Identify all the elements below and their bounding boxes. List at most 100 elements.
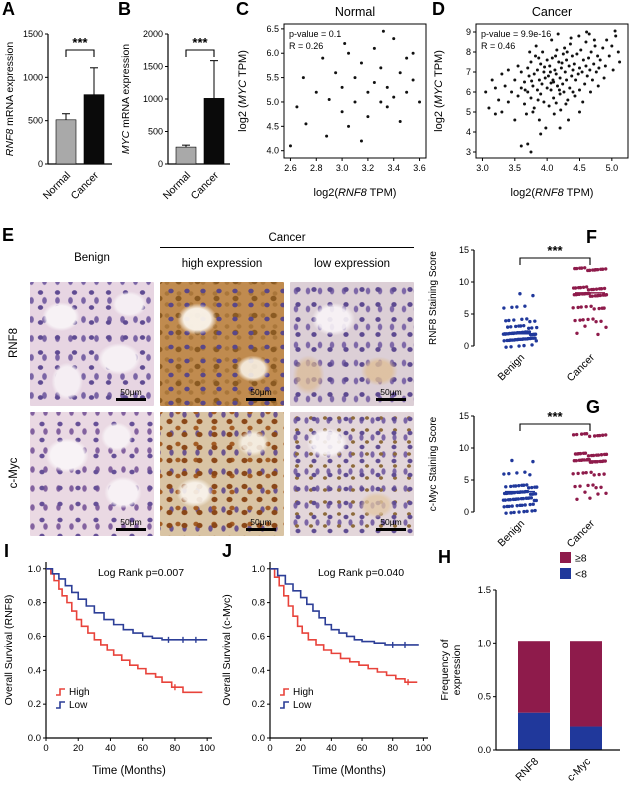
svg-text:5.0: 5.0 [606, 163, 619, 173]
svg-text:3: 3 [466, 147, 471, 157]
svg-text:4.5: 4.5 [266, 121, 279, 131]
svg-text:log2(RNF8 TPM): log2(RNF8 TPM) [511, 187, 594, 199]
high-expression-header: high expression [181, 258, 263, 270]
scale-bar-label: 50μm [120, 516, 142, 527]
ihc-image-rnf8-benign: 50μm [30, 282, 154, 406]
panel-c-scatter-plot: 2.6 2.8 3.0 3.2 3.4 3.6 4.0 4.5 5.0 5.5 6.0 6.5 Norm… [237, 5, 427, 199]
svg-text:0: 0 [267, 743, 272, 754]
svg-text:2000: 2000 [143, 29, 163, 39]
svg-text:Log Rank p=0.007: Log Rank p=0.007 [98, 567, 184, 579]
panel-label-e: E [2, 225, 15, 245]
svg-text:1.0: 1.0 [252, 564, 265, 575]
svg-text:Cancer: Cancer [532, 5, 572, 19]
svg-text:3.6: 3.6 [413, 163, 426, 173]
svg-text:40: 40 [326, 743, 337, 754]
panel-a-bar-chart: 0 500 1000 1500 RNF8 mRNA expression NormalCa… [4, 29, 112, 202]
svg-text:0.4: 0.4 [28, 665, 41, 676]
svg-text:Frequency of: Frequency of [439, 639, 451, 700]
svg-text:3.5: 3.5 [509, 163, 522, 173]
svg-text:Log Rank p=0.040: Log Rank p=0.040 [318, 567, 404, 579]
cancer-column-header: Cancer [160, 232, 414, 248]
svg-text:5.5: 5.5 [266, 73, 279, 83]
panel-b-bar-chart: 0 500 1000 1500 2000 MYC mRNA expression Norma… [120, 29, 230, 202]
svg-text:0: 0 [464, 341, 469, 351]
rnf8-row-label: RNF8 [8, 327, 20, 359]
svg-text:4.5: 4.5 [573, 163, 586, 173]
svg-text:1.0: 1.0 [478, 638, 491, 649]
scale-bar-line [376, 398, 406, 401]
svg-text:0.0: 0.0 [28, 733, 41, 744]
svg-text:80: 80 [387, 743, 398, 754]
svg-text:1000: 1000 [143, 94, 163, 104]
panel-h-stacked-bar-chart: 0.0 0.5 1.0 1.5 Frequency of expression RNF8 c-… [439, 552, 620, 784]
svg-text:Benign: Benign [496, 518, 528, 550]
scale-bar-label: 50μm [380, 386, 402, 397]
svg-text:Overall Survival (RNF8): Overall Survival (RNF8) [3, 595, 15, 706]
ihc-image-cmyc-benign: 50μm [30, 412, 154, 536]
svg-text:500: 500 [148, 127, 163, 137]
scale-bar-line [116, 398, 146, 401]
svg-text:Low: Low [69, 700, 88, 711]
scale-bar: 50μm [376, 517, 406, 531]
svg-text:Cancer: Cancer [69, 169, 102, 202]
svg-text:***: *** [192, 35, 208, 50]
scale-bar: 50μm [376, 386, 406, 401]
svg-text:6.5: 6.5 [266, 24, 279, 34]
scale-bar: 50μm [116, 387, 146, 401]
svg-text:60: 60 [137, 743, 148, 754]
panel-label-c: C [236, 0, 249, 19]
svg-text:1500: 1500 [23, 29, 43, 39]
svg-text:Time (Months): Time (Months) [312, 765, 386, 777]
panel-label-d: D [432, 0, 445, 19]
svg-text:***: *** [547, 243, 563, 258]
svg-text:4: 4 [466, 127, 471, 137]
svg-text:c-Myc Staining Score: c-Myc Staining Score [428, 416, 439, 511]
scale-bar: 50μm [246, 516, 276, 531]
scale-bar-label: 50μm [250, 386, 272, 397]
svg-text:MYC mRNA expression: MYC mRNA expression [120, 44, 132, 154]
svg-text:0: 0 [43, 743, 48, 754]
svg-text:2.6: 2.6 [284, 163, 297, 173]
scale-bar-line [246, 528, 276, 531]
svg-text:0.0: 0.0 [252, 733, 265, 744]
scale-bar-label: 50μm [250, 516, 272, 527]
svg-text:Low: Low [293, 700, 312, 711]
svg-text:≥8: ≥8 [575, 553, 587, 565]
svg-text:20: 20 [295, 743, 306, 754]
scale-bar-line [116, 528, 146, 531]
svg-text:R = 0.46: R = 0.46 [481, 41, 515, 51]
scale-bar-line [376, 528, 406, 531]
svg-text:RNF8 Staining Score: RNF8 Staining Score [428, 251, 439, 345]
scale-bar: 50μm [246, 386, 276, 401]
panel-label-f: F [586, 227, 597, 247]
svg-text:5: 5 [464, 309, 469, 319]
panel-d-scatter-plot: 3.0 3.5 4.0 4.5 5.0 3 4 5 6 7 8 9 Cancer p-value = 9.… [433, 5, 629, 199]
svg-text:2.8: 2.8 [310, 163, 323, 173]
svg-text:log2 (MYC TPM): log2 (MYC TPM) [433, 50, 445, 132]
svg-text:3.0: 3.0 [336, 163, 349, 173]
panel-label-j: J [222, 541, 233, 561]
svg-text:40: 40 [105, 743, 116, 754]
ihc-image-cmyc-high-expression: 50μm [160, 412, 284, 536]
svg-text:1500: 1500 [143, 62, 163, 72]
svg-text:1.5: 1.5 [478, 585, 491, 596]
svg-text:Cancer: Cancer [565, 351, 598, 384]
svg-text:p-value = 0.1: p-value = 0.1 [289, 29, 341, 39]
ihc-image-rnf8-low-expression: 50μm [290, 282, 414, 406]
svg-text:0.5: 0.5 [478, 692, 491, 703]
svg-text:Normal: Normal [41, 170, 73, 202]
svg-text:80: 80 [170, 743, 181, 754]
svg-text:0.6: 0.6 [28, 631, 41, 642]
svg-text:1.0: 1.0 [28, 564, 41, 575]
svg-text:Normal: Normal [161, 170, 193, 202]
svg-text:6.0: 6.0 [266, 48, 279, 58]
panel-label-b: B [118, 0, 131, 19]
svg-text:expression: expression [451, 644, 463, 695]
svg-text:0.2: 0.2 [28, 699, 41, 710]
panel-f-dot-plot: 0 5 10 15 RNF8 Staining Score Benign Cancer *** [428, 243, 609, 384]
svg-text:c-Myc: c-Myc [565, 756, 593, 784]
svg-text:***: *** [547, 409, 563, 424]
svg-text:4.0: 4.0 [541, 163, 554, 173]
svg-text:<8: <8 [575, 569, 587, 581]
